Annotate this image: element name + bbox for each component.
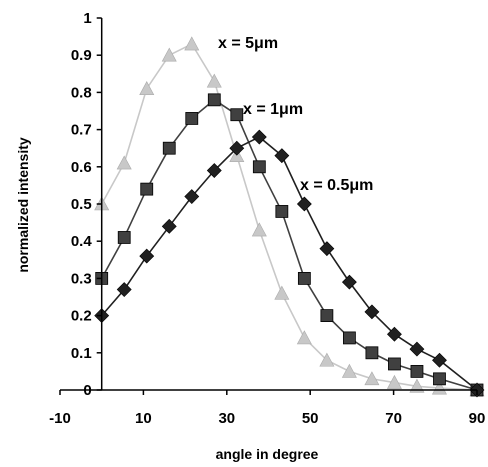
y-tick-label: 0.7: [71, 122, 92, 139]
data-point-triangle: [116, 155, 132, 170]
data-point-diamond: [161, 218, 177, 234]
series-line-5um: [100, 42, 478, 391]
annotation-x-5um: x = 5μm: [218, 35, 278, 52]
y-tick-label: 0: [83, 382, 91, 399]
x-tick-label: -10: [49, 410, 71, 427]
series-layer: [94, 36, 485, 398]
data-point-triangle: [206, 73, 222, 88]
series-5um: [94, 36, 485, 397]
data-point-diamond: [409, 341, 425, 357]
x-tick-label: 50: [302, 410, 319, 427]
data-point-square: [140, 182, 154, 196]
x-axis-title: angle in degree: [216, 446, 319, 462]
data-point-triangle: [386, 374, 402, 389]
x-tick-label: 90: [469, 410, 486, 427]
data-point-square: [207, 93, 221, 107]
y-tick-label: 0.3: [71, 270, 92, 287]
data-point-triangle: [319, 352, 335, 367]
x-axis-ticks: -10 10 30 50 70 90: [49, 390, 485, 427]
y-tick-label: 0.5: [71, 196, 92, 213]
data-point-diamond: [319, 241, 335, 257]
y-tick-label: 0.1: [71, 345, 92, 362]
data-point-square: [320, 309, 334, 323]
data-point-square: [342, 331, 356, 345]
data-point-square: [230, 108, 244, 122]
y-axis-ticks: 0 0.1 0.2 0.3 0.4 0.5 0.6 0.7 0.8 0.9 1: [71, 10, 102, 399]
annotation-x-0-5um: x = 0.5μm: [300, 177, 373, 194]
data-point-diamond: [139, 248, 155, 264]
data-point-square: [252, 160, 266, 174]
data-point-diamond: [296, 196, 312, 212]
data-point-square: [275, 205, 289, 218]
annotation-x-1um: x = 1μm: [243, 101, 303, 118]
data-point-square: [117, 231, 131, 244]
data-point-square: [433, 372, 446, 386]
data-point-triangle: [296, 330, 312, 345]
data-point-triangle: [364, 371, 380, 386]
y-axis-title: normalized intensity: [15, 137, 31, 273]
data-point-triangle: [341, 363, 357, 378]
data-point-diamond: [206, 163, 222, 178]
y-tick-label: 0.6: [71, 159, 92, 176]
data-point-diamond: [116, 282, 132, 297]
series-0-5um: [94, 129, 485, 398]
data-point-diamond: [432, 352, 447, 368]
data-point-square: [410, 364, 424, 378]
data-point-triangle: [274, 285, 290, 300]
y-tick-label: 0.2: [71, 308, 92, 325]
data-point-square: [365, 346, 379, 360]
series-1um: [95, 93, 484, 397]
x-tick-label: 30: [218, 410, 235, 427]
data-point-square: [162, 141, 176, 155]
y-tick-label: 0.8: [71, 84, 92, 101]
x-tick-label: 10: [135, 410, 152, 427]
data-point-diamond: [274, 148, 290, 164]
y-tick-label: 0.9: [71, 47, 92, 64]
data-point-square: [297, 271, 311, 285]
data-point-diamond: [341, 274, 357, 290]
data-point-diamond: [229, 140, 245, 156]
data-point-diamond: [364, 304, 380, 320]
data-point-triangle: [184, 36, 200, 51]
data-point-triangle: [431, 380, 447, 395]
data-point-square: [185, 112, 199, 125]
data-point-triangle: [161, 47, 177, 62]
data-point-square: [388, 357, 401, 371]
data-point-diamond: [184, 189, 200, 204]
y-tick-label: 0.4: [71, 233, 93, 250]
data-point-diamond: [251, 129, 267, 145]
data-point-diamond: [387, 326, 402, 342]
data-point-triangle: [409, 378, 425, 393]
y-tick-label: 1: [83, 10, 91, 27]
x-tick-label: 70: [385, 410, 402, 427]
data-point-triangle: [251, 222, 267, 237]
data-point-triangle: [139, 81, 155, 95]
